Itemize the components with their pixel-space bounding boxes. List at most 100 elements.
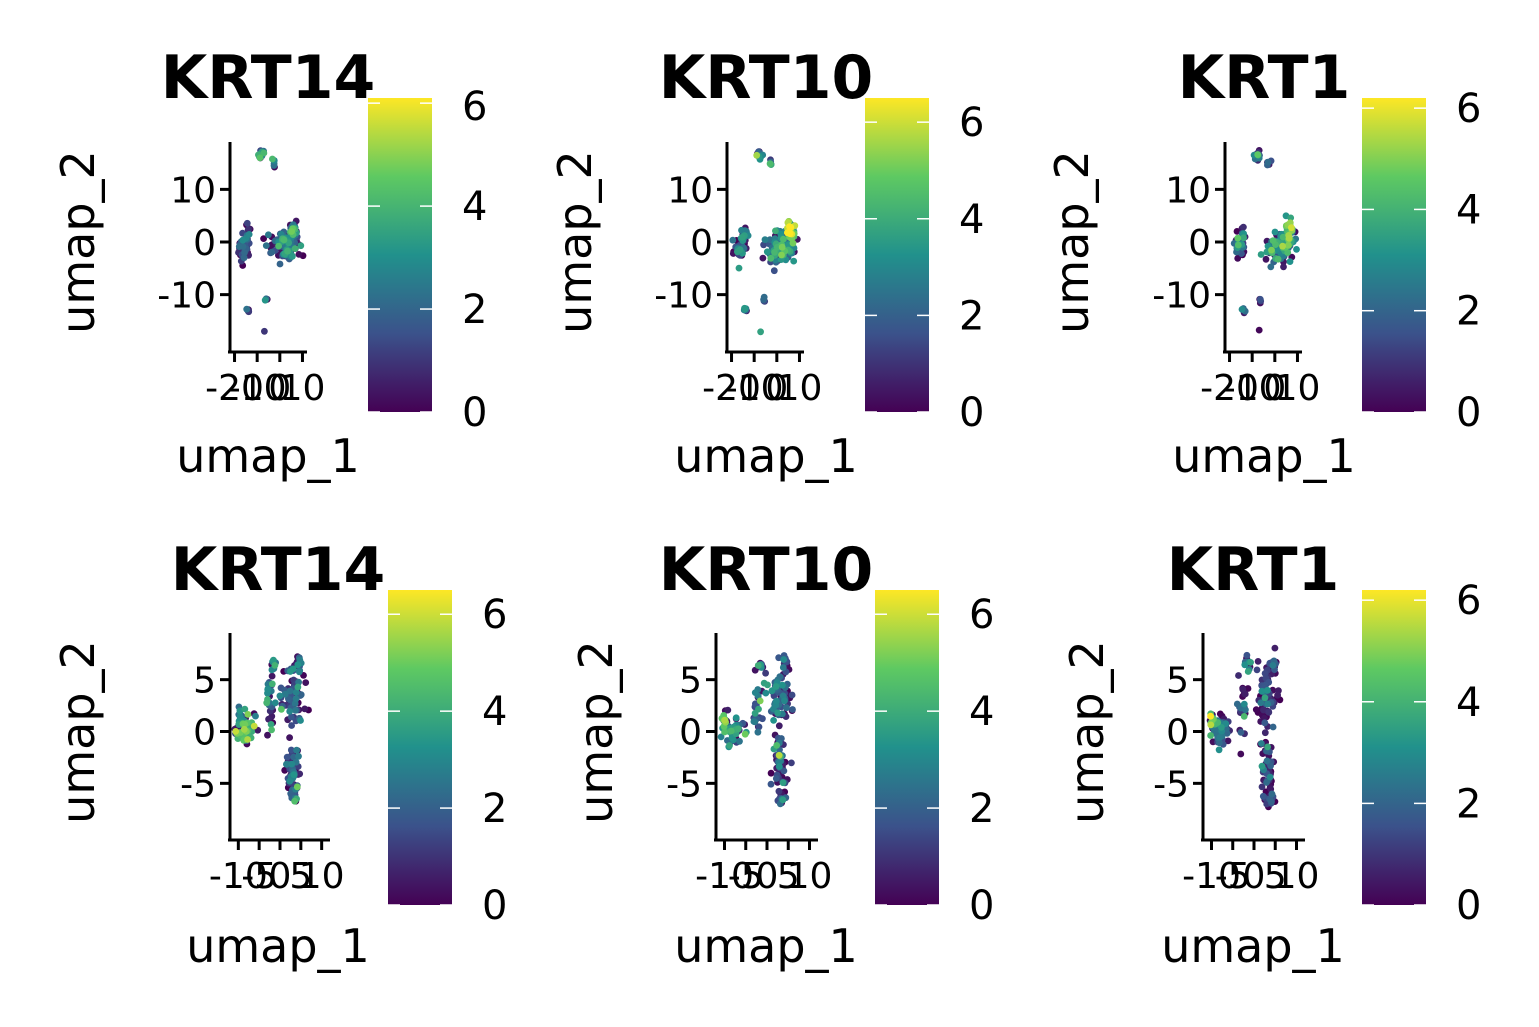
y-tick-label: -10 xyxy=(1152,276,1211,317)
cell-point xyxy=(241,720,249,728)
cell-point xyxy=(1243,651,1251,659)
cell-point xyxy=(252,712,259,720)
cell-point xyxy=(1264,158,1272,166)
cell-point xyxy=(296,770,304,778)
cell-point xyxy=(1234,234,1242,242)
x-tick-label: -10 xyxy=(209,856,268,897)
plot-title: KRT14 xyxy=(161,43,375,113)
x-axis-label: umap_1 xyxy=(674,919,858,973)
cell-point xyxy=(1264,686,1271,694)
cell-point xyxy=(1244,668,1252,675)
cell-point xyxy=(741,304,748,312)
cell-point xyxy=(738,234,746,241)
cell-point xyxy=(755,705,762,713)
y-tick-label: -10 xyxy=(654,276,713,317)
cell-point xyxy=(751,689,759,696)
colorbar-tick-label: 0 xyxy=(1456,883,1481,929)
x-tick-label: -10 xyxy=(725,368,784,409)
cell-point xyxy=(1233,228,1241,235)
cell-point xyxy=(738,226,745,234)
cell-point xyxy=(775,763,783,770)
cell-point xyxy=(239,236,247,244)
colorbar-tick-label: 6 xyxy=(959,100,984,146)
colorbar-tick-label: 6 xyxy=(1456,86,1481,132)
colorbar xyxy=(1362,98,1426,412)
y-tick-label: 5 xyxy=(679,661,702,702)
y-tick-label: 0 xyxy=(193,223,216,264)
cell-point xyxy=(1269,723,1277,731)
x-tick-label: -5 xyxy=(241,856,277,897)
cell-point xyxy=(294,661,302,669)
cell-point xyxy=(268,672,276,680)
cell-point xyxy=(1215,746,1223,754)
cell-point xyxy=(289,252,296,260)
cell-point xyxy=(1271,228,1279,236)
y-axis-label: umap_2 xyxy=(51,640,105,824)
cell-point xyxy=(760,241,767,249)
x-tick-label: 10 xyxy=(1274,856,1320,897)
cell-point xyxy=(1259,792,1267,800)
cell-point xyxy=(271,662,279,669)
cell-point xyxy=(1239,685,1247,693)
cell-point xyxy=(721,716,729,724)
cell-point xyxy=(1284,249,1292,256)
cell-point xyxy=(261,327,268,335)
cell-point xyxy=(1237,729,1245,736)
cell-point xyxy=(1235,672,1242,679)
cell-point xyxy=(244,711,252,718)
cell-point xyxy=(757,328,764,336)
cell-point xyxy=(1234,255,1242,262)
colorbar xyxy=(1362,590,1426,905)
colorbar-tick-label: 6 xyxy=(482,592,507,638)
cell-point xyxy=(780,656,788,663)
cell-point xyxy=(291,797,299,805)
x-tick-label: 0 xyxy=(756,856,779,897)
cell-point xyxy=(284,247,291,255)
cell-point xyxy=(295,668,303,676)
y-tick-label: -5 xyxy=(180,764,216,805)
cell-point xyxy=(1254,658,1262,665)
cell-point xyxy=(1263,757,1271,765)
cell-point xyxy=(260,149,268,157)
cell-point xyxy=(726,742,733,749)
cell-point xyxy=(788,759,795,767)
x-tick-label: 5 xyxy=(777,856,800,897)
cell-point xyxy=(760,293,768,301)
cell-point xyxy=(241,249,248,256)
cell-point xyxy=(1257,699,1265,707)
y-tick-label: 10 xyxy=(1165,170,1211,211)
cell-point xyxy=(767,769,775,777)
cell-point xyxy=(262,242,270,250)
cell-point xyxy=(267,721,275,728)
colorbar-tick-label: 2 xyxy=(1456,289,1481,335)
cell-point xyxy=(778,243,786,251)
points-layer xyxy=(717,652,796,808)
y-tick-label: -5 xyxy=(1153,764,1189,805)
y-tick-label: 5 xyxy=(1166,661,1189,702)
cell-point xyxy=(293,783,301,791)
cell-point xyxy=(724,706,732,714)
x-tick-label: 10 xyxy=(280,368,326,409)
cell-point xyxy=(1244,685,1252,692)
x-tick-label: -5 xyxy=(1215,856,1251,897)
cell-point xyxy=(1264,700,1271,708)
cell-point xyxy=(281,690,289,698)
cell-point xyxy=(271,699,279,707)
cell-point xyxy=(778,251,785,259)
cell-point xyxy=(1261,729,1269,737)
cell-point xyxy=(268,680,276,688)
colorbar-tick-label: 6 xyxy=(462,84,487,130)
cell-point xyxy=(717,733,725,741)
cell-point xyxy=(294,683,302,691)
cell-point xyxy=(766,160,774,168)
colorbar-tick-label: 0 xyxy=(959,390,984,436)
cell-point xyxy=(265,231,272,239)
cell-point xyxy=(1268,246,1275,254)
cell-point xyxy=(301,705,309,713)
cell-point xyxy=(770,717,777,724)
colorbar-tick-label: 4 xyxy=(1456,680,1481,726)
cell-point xyxy=(1240,713,1248,720)
cell-point xyxy=(1267,263,1275,271)
plot-title: KRT10 xyxy=(659,43,873,113)
